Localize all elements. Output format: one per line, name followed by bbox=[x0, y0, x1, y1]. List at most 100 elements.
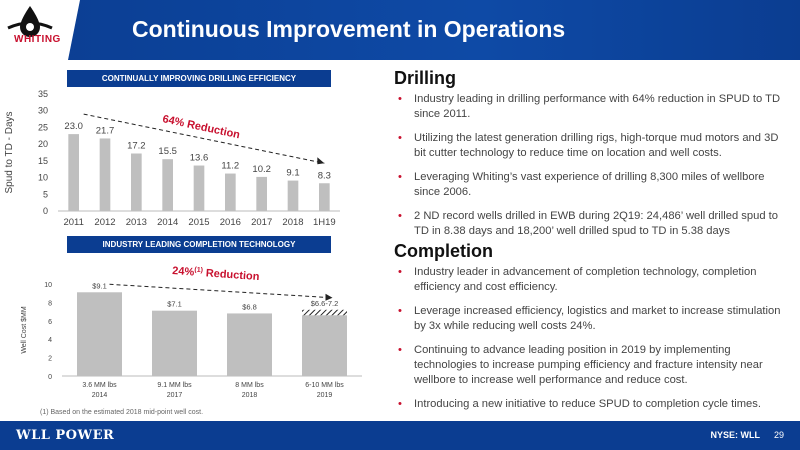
x-tick-label: 6-10 MM lbs bbox=[305, 382, 344, 389]
y-axis-label: Spud to TD - Days bbox=[4, 111, 15, 193]
completion-bullets: • Industry leader in advancement of compl… bbox=[394, 265, 786, 421]
drilling-annotation: 64% Reduction bbox=[161, 113, 241, 141]
bullet-marker: • bbox=[398, 210, 402, 222]
bar bbox=[152, 310, 197, 376]
page-number: 29 bbox=[773, 430, 784, 440]
x-tick-sublabel: 2018 bbox=[242, 392, 258, 399]
bar bbox=[77, 292, 122, 376]
x-tick-sublabel: 2014 bbox=[92, 392, 108, 399]
bar bbox=[319, 183, 330, 211]
y-tick-label: 4 bbox=[48, 337, 52, 344]
x-tick-label: 3.6 MM lbs bbox=[82, 382, 117, 389]
logo-wordmark: WHITING bbox=[14, 34, 61, 45]
data-label: 21.7 bbox=[96, 125, 115, 136]
x-tick-label: 2018 bbox=[282, 217, 303, 228]
trend-arrow-line bbox=[109, 283, 333, 299]
data-label: $9.1 bbox=[92, 281, 107, 290]
list-item: • Utilizing the latest generation drillin… bbox=[398, 132, 779, 159]
y-tick-label: 10 bbox=[38, 173, 48, 183]
data-label: 23.0 bbox=[64, 121, 83, 132]
page-title: Continuous Improvement in Operations bbox=[132, 16, 566, 42]
x-tick-label: 1H19 bbox=[313, 217, 336, 228]
completion-chart-label: INDUSTRY LEADING COMPLETION TECHNOLOGY bbox=[67, 236, 331, 253]
oil-drop-icon bbox=[7, 6, 53, 37]
completion-annotation: 24%(1) Reduction bbox=[172, 265, 260, 283]
bar-range-hatch bbox=[302, 309, 347, 316]
completion-heading: Completion bbox=[394, 241, 493, 261]
bullet-marker: • bbox=[398, 171, 402, 183]
data-label: 10.2 bbox=[252, 164, 271, 175]
bar bbox=[162, 159, 173, 211]
y-tick-label: 20 bbox=[38, 139, 48, 149]
bar bbox=[225, 173, 236, 211]
data-label: 13.6 bbox=[190, 153, 209, 164]
x-tick-label: 2013 bbox=[126, 217, 147, 228]
bar bbox=[68, 134, 79, 211]
x-tick-label: 2017 bbox=[251, 217, 272, 228]
y-tick-label: 6 bbox=[48, 319, 52, 326]
y-tick-label: 15 bbox=[38, 156, 48, 166]
drilling-chart: 64% Reduction 0 5 10 15 20 25 30 35 Spud to TD -… bbox=[4, 89, 340, 228]
y-tick-label: 25 bbox=[38, 122, 48, 132]
list-item: • Continuing to advance leading position … bbox=[398, 344, 763, 386]
list-item: • 2 ND record wells drilled in EWB during… bbox=[398, 210, 778, 237]
bar bbox=[99, 138, 111, 211]
data-label: 8.3 bbox=[318, 170, 331, 181]
x-tick-label: 2016 bbox=[220, 217, 241, 228]
drilling-chart-label: CONTINUALLY IMPROVING DRILLING EFFICIENC… bbox=[67, 70, 331, 87]
y-tick-label: 35 bbox=[38, 89, 48, 99]
completion-chart: 24%(1) Reduction 0 2 4 6 8 10 Well Cost $MM $9.… bbox=[21, 265, 362, 399]
y-tick-label: 30 bbox=[38, 106, 48, 116]
data-label: 11.2 bbox=[221, 161, 239, 172]
data-label: 9.1 bbox=[286, 168, 299, 179]
y-tick-label: 0 bbox=[43, 206, 48, 216]
list-item: • Industry leading in drilling performanc… bbox=[398, 93, 781, 120]
footer-logo: WLL POWER bbox=[16, 428, 115, 443]
y-tick-label: 10 bbox=[44, 282, 52, 289]
list-item: • Industry leader in advancement of compl… bbox=[398, 266, 757, 293]
bar bbox=[302, 315, 347, 376]
y-tick-label: 2 bbox=[48, 356, 52, 363]
data-label: 15.5 bbox=[158, 146, 177, 157]
x-tick-label: 8 MM lbs bbox=[235, 382, 264, 389]
data-label: 17.2 bbox=[127, 141, 146, 152]
footer-bar: WLL POWER NYSE: WLL 29 bbox=[0, 421, 800, 450]
bar bbox=[256, 176, 267, 211]
data-label: $7.1 bbox=[167, 300, 182, 309]
x-tick-label: 2011 bbox=[63, 217, 83, 228]
x-tick-sublabel: 2019 bbox=[317, 392, 333, 399]
bullet-marker: • bbox=[398, 93, 402, 105]
x-tick-label: 2012 bbox=[94, 217, 115, 228]
whiting-logo: WHITING bbox=[0, 0, 80, 60]
ticker: NYSE: WLL bbox=[710, 430, 760, 440]
bar bbox=[227, 313, 272, 376]
y-tick-label: 0 bbox=[48, 374, 52, 381]
x-tick-sublabel: 2017 bbox=[167, 392, 183, 399]
list-item: • Leveraging Whiting’s vast experience of… bbox=[398, 171, 765, 198]
header-bar: WHITING Continuous Improvement in Operat… bbox=[0, 0, 800, 60]
x-tick-label: 2014 bbox=[157, 217, 178, 228]
y-tick-label: 8 bbox=[48, 300, 52, 307]
footer-info: NYSE: WLL 29 bbox=[710, 430, 784, 440]
bullet-marker: • bbox=[398, 344, 402, 356]
bar bbox=[131, 153, 142, 211]
bullet-marker: • bbox=[398, 132, 402, 144]
data-label: $6.6-7.2 bbox=[311, 299, 339, 308]
bullet-marker: • bbox=[398, 398, 402, 410]
trend-arrow-line bbox=[83, 113, 325, 164]
arrow-head-icon bbox=[325, 293, 333, 301]
data-label: $6.8 bbox=[242, 302, 257, 311]
bullet-marker: • bbox=[398, 305, 402, 317]
bar bbox=[287, 180, 299, 211]
drilling-bullets: • Industry leading in drilling performanc… bbox=[394, 92, 786, 248]
drilling-heading: Drilling bbox=[394, 68, 456, 88]
arrow-head-icon bbox=[317, 157, 325, 165]
footnote: (1) Based on the estimated 2018 mid-poin… bbox=[40, 409, 204, 416]
x-tick-label: 2015 bbox=[188, 217, 209, 228]
x-tick-label: 9.1 MM lbs bbox=[157, 382, 192, 389]
y-axis-label: Well Cost $MM bbox=[21, 306, 28, 353]
list-item: • Introducing a new initiative to reduce … bbox=[398, 398, 761, 410]
list-item: • Leverage increased efficiency, logistic… bbox=[398, 305, 781, 332]
bullet-marker: • bbox=[398, 266, 402, 278]
y-tick-label: 5 bbox=[43, 189, 48, 199]
